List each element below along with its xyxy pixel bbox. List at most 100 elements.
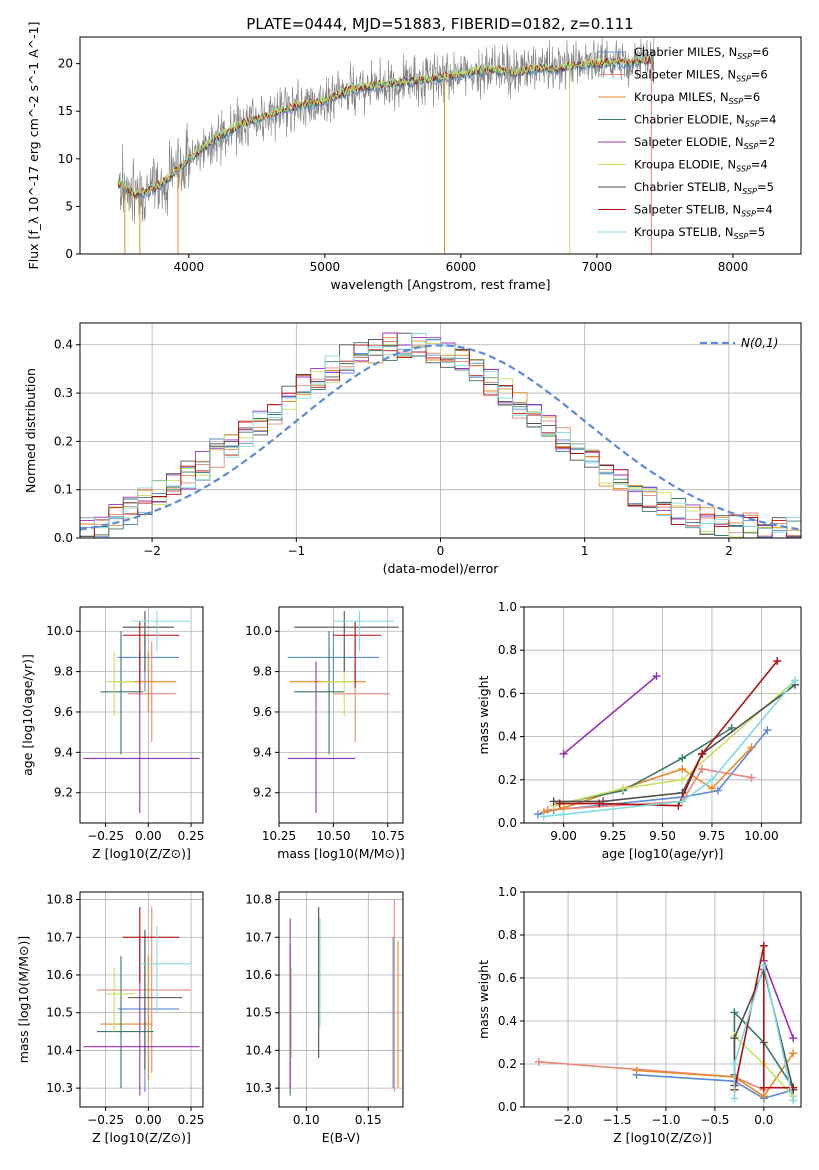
- y-axis-label: mass [log10(M/M⊙)]: [16, 936, 31, 1064]
- weight-line: [553, 679, 796, 807]
- axes-frame: [79, 891, 204, 1108]
- x-axis-label: Z [log10(Z/Z⊙)]: [92, 1130, 191, 1145]
- y-tick-label: 20: [58, 57, 73, 71]
- x-tick-label: 0.25: [178, 1113, 205, 1127]
- y-axis-label: mass weight: [476, 675, 491, 754]
- y-tick-label: 1.0: [498, 885, 517, 899]
- normal-curve: [80, 344, 801, 531]
- x-axis-label: mass [log10(M/M⊙)]: [277, 846, 405, 861]
- x-tick-label: 0.0: [754, 1113, 773, 1127]
- plot-area: [83, 907, 200, 1096]
- weight-marker: [730, 1094, 739, 1103]
- y-tick-label: 0.2: [498, 773, 517, 787]
- y-tick-label: 15: [58, 104, 73, 118]
- y-tick-label: 10.8: [46, 893, 73, 907]
- spectrum-legend: Chabrier MILES, NSSP=6 Salpeter MILES, NS…: [598, 45, 776, 241]
- y-tick-label: 0.4: [498, 730, 517, 744]
- legend-entry: Chabrier STELIB, NSSP=5: [634, 180, 774, 196]
- weight-line: [563, 675, 658, 755]
- y-tick-label: 10.6: [245, 968, 272, 982]
- weight-marker: [727, 723, 736, 732]
- weight-line: [553, 684, 796, 803]
- x-tick-label: −1.0: [651, 1113, 680, 1127]
- histogram-step: [80, 344, 801, 538]
- x-tick-label: 10.50: [316, 829, 350, 843]
- x-tick-label: −0.25: [87, 1113, 124, 1127]
- y-tick-label: 0: [65, 247, 73, 261]
- legend-entry: Salpeter ELODIE, NSSP=2: [634, 135, 775, 151]
- weight-marker: [759, 941, 768, 950]
- y-tick-label: 10.0: [46, 624, 73, 638]
- x-tick-label: 10.75: [371, 829, 405, 843]
- weight-marker: [791, 676, 800, 685]
- y-tick-label: 10.3: [46, 1081, 73, 1095]
- weight-line: [763, 960, 794, 1039]
- weight-marker: [678, 754, 687, 763]
- weight-line: [543, 679, 796, 818]
- legend-entry: Chabrier MILES, NSSP=6: [634, 45, 769, 61]
- panel-age_vs_mass: 10.25 10.50 10.75 9.2 9.4 9.6 9.8 10.0 mass [log…: [245, 606, 405, 861]
- legend-entry: N(0,1): [741, 336, 778, 350]
- weight-marker: [618, 784, 627, 793]
- y-tick-label: 10.5: [46, 1006, 73, 1020]
- weight-marker: [559, 810, 568, 819]
- weight-marker: [698, 765, 707, 773]
- panel-mass_vs_EBV: 0.10 0.15 10.3 10.4 10.5 10.6 10.7 10.8 E(B-V): [245, 891, 404, 1145]
- y-tick-label: 0.8: [498, 643, 517, 657]
- x-axis-label: wavelength [Angstrom, rest frame]: [330, 277, 550, 292]
- x-tick-label: 6000: [446, 260, 477, 274]
- axes-frame: [278, 606, 404, 824]
- weight-marker: [678, 765, 687, 773]
- plot-area: [534, 941, 798, 1105]
- plot-area: [83, 611, 200, 813]
- y-tick-label: 0.8: [498, 928, 517, 942]
- x-tick-label: −0.5: [700, 1113, 729, 1127]
- y-tick-label: 5: [65, 199, 73, 213]
- panel-mass_vs_Z: −0.25 0.00 0.25 10.3 10.4 10.5 10.6 10.7 10.8 Z […: [16, 891, 205, 1145]
- y-tick-label: 10.3: [245, 1081, 272, 1095]
- histogram-step: [80, 333, 801, 533]
- weight-marker: [698, 749, 707, 758]
- y-tick-label: 0.2: [54, 434, 73, 448]
- y-tick-label: 10.0: [245, 624, 272, 638]
- x-tick-label: 0.00: [135, 1113, 162, 1127]
- figure-title: PLATE=0444, MJD=51883, FIBERID=0182, z=0…: [246, 15, 633, 33]
- y-tick-label: 9.8: [54, 665, 73, 679]
- plot-area: [117, 37, 655, 254]
- spectrum-model-line: [117, 54, 654, 196]
- x-tick-label: −2: [143, 544, 161, 558]
- legend-entry: Kroupa ELODIE, NSSP=4: [634, 158, 768, 174]
- x-tick-label: 9.00: [550, 829, 577, 843]
- plot-area: [533, 657, 800, 821]
- weight-marker: [747, 773, 756, 782]
- weight-line: [733, 964, 794, 1101]
- y-tick-label: 10.7: [46, 930, 73, 944]
- weight-marker: [759, 1083, 768, 1092]
- legend-entry: Kroupa MILES, NSSP=6: [634, 90, 760, 106]
- legend-entry: Salpeter STELIB, NSSP=4: [634, 203, 773, 219]
- x-tick-label: 0.15: [355, 1113, 382, 1127]
- legend-entry: Salpeter MILES, NSSP=6: [634, 68, 768, 84]
- y-tick-label: 9.6: [253, 705, 272, 719]
- y-tick-label: 9.4: [54, 745, 73, 759]
- weight-line: [559, 660, 778, 807]
- x-tick-label: 10.00: [744, 829, 778, 843]
- weight-marker: [678, 797, 687, 806]
- weight-marker: [789, 1034, 798, 1043]
- weight-line: [733, 945, 794, 1090]
- x-tick-label: 7000: [582, 260, 613, 274]
- y-axis-label: mass weight: [476, 960, 491, 1039]
- axes-frame: [79, 606, 204, 824]
- weight-marker: [595, 799, 604, 808]
- x-tick-label: 0.25: [178, 829, 205, 843]
- y-axis-label: Normed distribution: [23, 368, 38, 493]
- y-tick-label: 0.0: [54, 531, 73, 545]
- weight-marker: [539, 812, 548, 821]
- weight-marker: [789, 1096, 798, 1105]
- axes-frame: [278, 891, 404, 1108]
- x-tick-label: −1.5: [602, 1113, 631, 1127]
- x-tick-label: −2.0: [553, 1113, 582, 1127]
- axes-frame: [523, 891, 802, 1108]
- axes-frame: [79, 36, 802, 255]
